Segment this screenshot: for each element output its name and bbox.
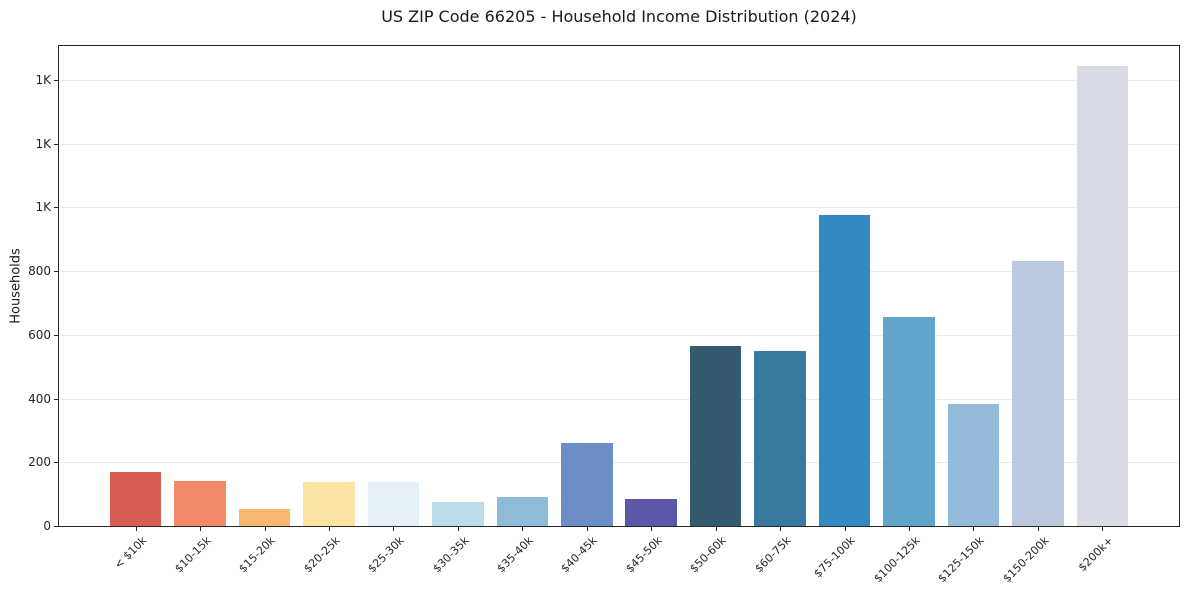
y-tick-mark [54,462,58,464]
bar [496,497,549,526]
y-tick-label: 200 [28,455,51,470]
bar [1076,65,1129,526]
x-tick-mark [844,527,846,531]
x-tick-mark [522,527,524,531]
x-tick-mark [200,527,202,531]
gridline [59,334,1179,336]
x-tick-mark [457,527,459,531]
x-tick-label: $45-50k [623,534,665,576]
x-tick-label: $150-200k [999,534,1052,586]
y-tick-mark [54,80,58,82]
y-tick-mark [54,207,58,209]
x-tick-label: $75-100k [811,534,858,581]
x-tick-label: $60-75k [752,534,794,576]
x-tick-label: $10-15k [172,534,214,576]
x-tick-label: $25-30k [365,534,407,576]
x-tick-label: $100-125k [871,534,923,586]
x-tick-mark [135,527,137,531]
x-tick-label: $15-20k [236,534,278,576]
y-tick-label: 400 [28,391,51,406]
bar [561,443,613,526]
bar [303,481,355,526]
bar [883,316,935,526]
y-tick-label: 800 [28,264,51,279]
x-tick-mark [715,527,717,531]
y-tick-label: 1K [35,200,51,215]
x-tick-label: $30-35k [429,534,472,576]
y-tick-label: 0 [43,519,51,533]
bar [367,481,420,526]
x-tick-label: $125-150k [935,534,987,586]
x-tick-label: $50-60k [687,534,729,576]
x-tick-label: $35-40k [494,534,536,576]
x-tick-label: $40-45k [558,534,600,576]
y-tick-mark [54,143,58,145]
plot-area [58,45,1180,527]
x-tick-mark [1037,527,1039,531]
bar [689,346,742,526]
x-tick-mark [586,527,588,531]
bar [174,480,226,526]
chart-title: US ZIP Code 66205 - Household Income Dis… [381,7,857,26]
x-tick-mark [973,527,975,531]
x-tick-mark [780,527,782,531]
y-tick-mark [54,526,58,527]
gridline [59,207,1179,209]
y-tick-label: 1K [35,136,51,151]
bar [432,502,484,526]
x-tick-label: < $10k [111,534,149,572]
bar [109,471,162,526]
x-tick-label: $20-25k [300,534,343,576]
y-tick-mark [54,271,58,273]
gridline [59,271,1179,273]
y-axis-label: Households [8,248,24,324]
x-tick-mark [264,527,266,531]
bar [754,350,806,526]
x-tick-mark [908,527,910,531]
gridline [59,143,1179,145]
x-tick-mark [393,527,395,531]
x-tick-label: $200k+ [1075,534,1116,575]
gridline [59,462,1179,464]
y-tick-mark [54,398,58,400]
gridline [59,398,1179,400]
bar [625,498,677,526]
x-tick-mark [651,527,653,531]
bar [947,404,1000,526]
bar [1012,261,1064,526]
x-tick-mark [329,527,330,531]
gridline [59,80,1179,82]
y-tick-label: 600 [28,327,51,342]
y-tick-label: 1K [35,73,51,88]
bar [818,215,871,526]
y-tick-mark [54,334,58,336]
bar [238,509,291,526]
x-tick-mark [1102,527,1104,531]
